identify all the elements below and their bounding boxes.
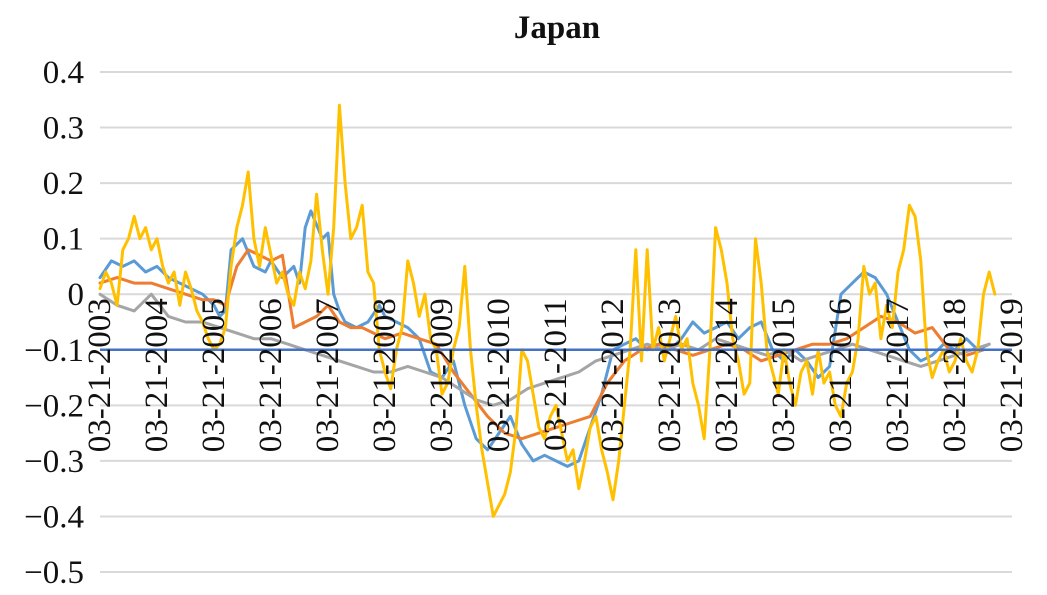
x-tick-label: 03-21-2008 <box>367 298 403 452</box>
x-tick-label: 03-21-2004 <box>139 298 175 452</box>
y-tick-label: 0.2 <box>43 166 84 202</box>
x-tick-label: 03-21-2007 <box>310 298 346 452</box>
y-tick-label: 0.4 <box>43 55 84 91</box>
y-tick-label: −0.1 <box>24 333 84 369</box>
x-tick-label: 03-21-2010 <box>481 298 517 452</box>
y-tick-label: −0.4 <box>24 499 84 535</box>
y-tick-label: 0.1 <box>43 222 84 258</box>
x-tick-label: 03-21-2017 <box>880 298 916 452</box>
series-line-2 <box>98 248 985 441</box>
y-tick-label: 0.3 <box>43 111 84 147</box>
x-tick-label: 03-21-2019 <box>994 298 1030 452</box>
x-tick-label: 03-21-2018 <box>937 298 973 452</box>
x-tick-label: 03-21-2003 <box>82 298 118 452</box>
x-tick-label: 03-21-2011 <box>538 298 574 451</box>
x-tick-label: 03-21-2005 <box>196 298 232 452</box>
series-line-3 <box>98 292 991 407</box>
y-tick-label: −0.3 <box>24 444 84 480</box>
x-tick-label: 03-21-2014 <box>709 298 745 452</box>
y-tick-label: 0 <box>68 277 85 313</box>
x-tick-label: 03-21-2013 <box>652 298 688 452</box>
x-axis-tick-labels: 03-21-2003 03-21-2004 03-21-2005 03-21-2006… <box>82 298 1030 452</box>
x-tick-label: 03-21-2015 <box>766 298 802 452</box>
series-layer <box>98 103 997 518</box>
x-tick-label: 03-21-2006 <box>253 298 289 452</box>
y-tick-label: −0.5 <box>24 555 84 591</box>
x-tick-label: 03-21-2016 <box>823 298 859 452</box>
x-tick-label: 03-21-2012 <box>595 298 631 452</box>
y-tick-label: −0.2 <box>24 388 84 424</box>
series-line-4 <box>98 103 997 518</box>
series-line-1 <box>98 209 991 468</box>
y-axis-tick-labels: 0.4 0.3 0.2 0.1 0 −0.1 −0.2 −0.3 −0.4 −0.5 <box>24 55 84 591</box>
x-tick-label: 03-21-2009 <box>424 298 460 452</box>
chart-title: Japan <box>514 10 600 46</box>
